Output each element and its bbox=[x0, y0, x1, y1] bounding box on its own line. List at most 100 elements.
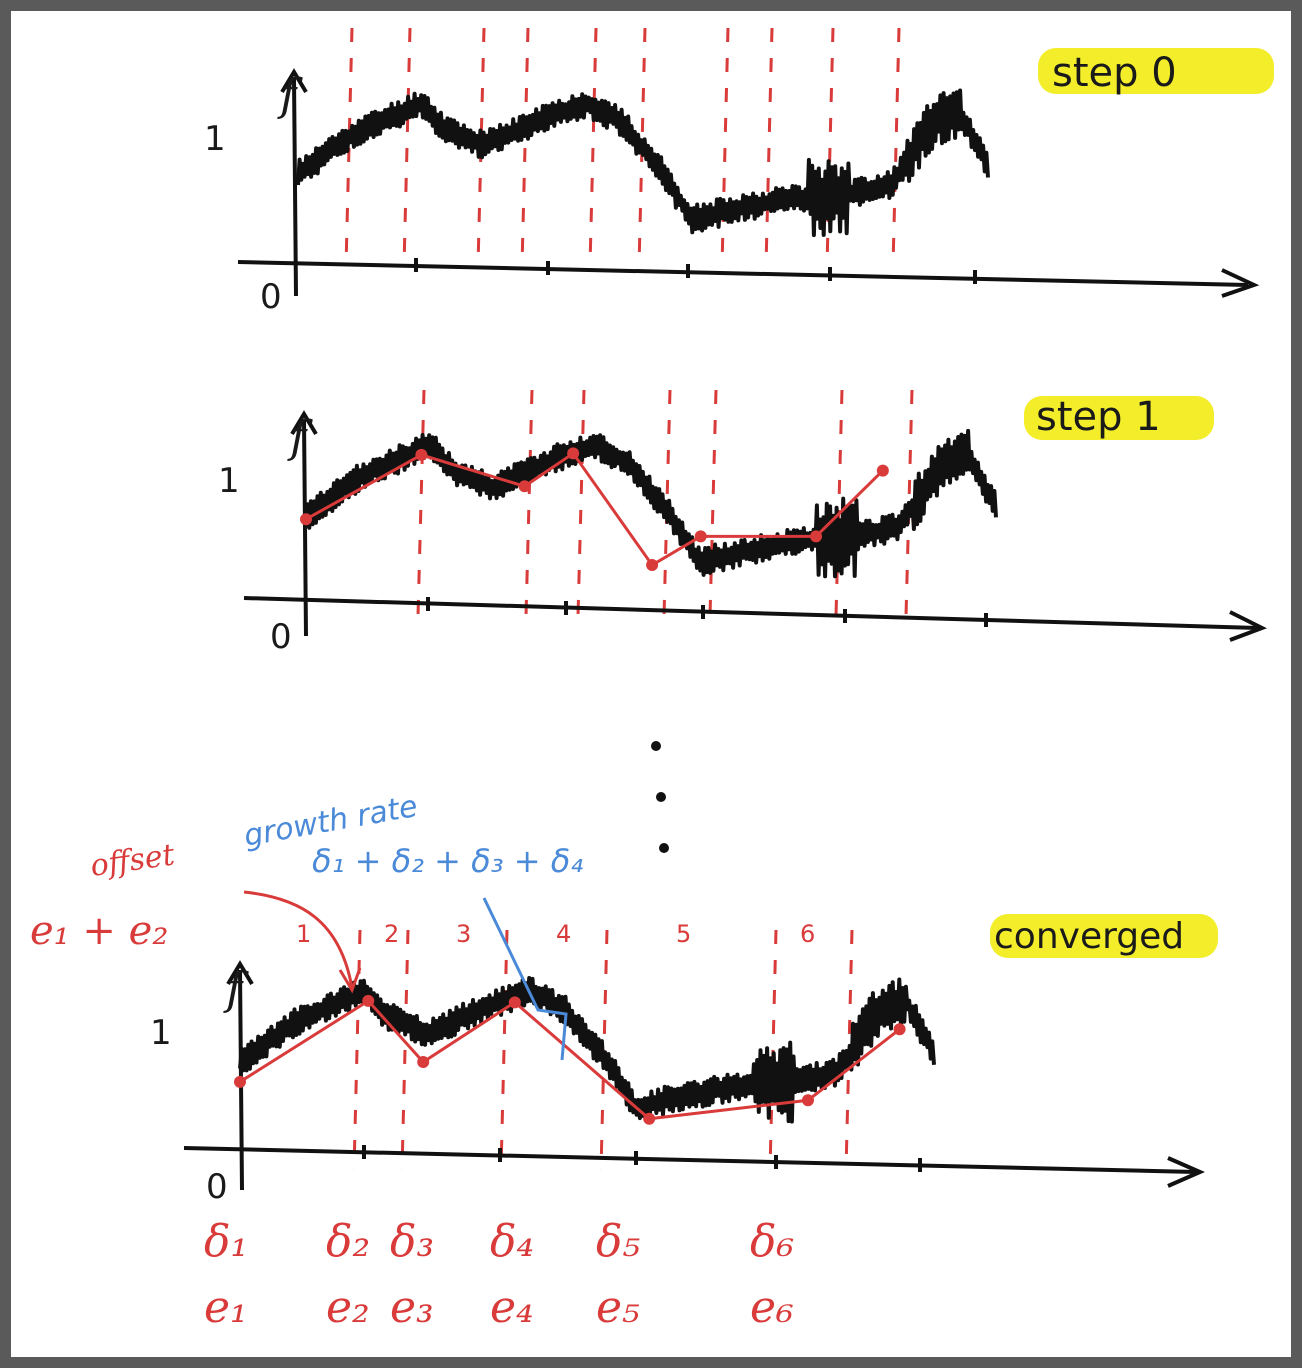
changepoint-line bbox=[891, 27, 901, 267]
step0-origin: 0 bbox=[260, 277, 282, 317]
step0-x-arrow-icon bbox=[1221, 268, 1260, 298]
changepoint-line bbox=[402, 27, 412, 267]
offset-arrow-head-icon bbox=[338, 967, 362, 994]
bottom-labels: δ₁ δ₂ δ₃ δ₄ δ₅ δ₆ e₁ e₂ e₃ e₄ e₅ e₆ bbox=[204, 1216, 794, 1333]
step1-x-ticks bbox=[426, 597, 988, 627]
step0-y-axis bbox=[292, 77, 298, 297]
delta-label: δ₂ bbox=[326, 1216, 370, 1267]
fit-knot bbox=[567, 447, 580, 460]
fit-knot bbox=[417, 1055, 430, 1068]
offset-sum: e₁ + e₂ bbox=[30, 908, 168, 954]
converged-origin: 0 bbox=[206, 1167, 228, 1207]
changepoint-line bbox=[524, 389, 534, 617]
segment-number: 4 bbox=[556, 920, 571, 948]
step0-changepoints bbox=[344, 27, 901, 267]
segment-number: 3 bbox=[456, 920, 471, 948]
offset-index-label: e₄ bbox=[490, 1282, 534, 1333]
offset-index-label: e₁ bbox=[204, 1282, 248, 1333]
converged-y-tick: 1 bbox=[150, 1013, 172, 1053]
step1-y-tick: 1 bbox=[218, 461, 240, 501]
step0-tag-highlight bbox=[1038, 48, 1274, 94]
delta-label: δ₆ bbox=[750, 1216, 794, 1267]
step0-x-axis bbox=[237, 260, 1249, 287]
step1-fit bbox=[300, 447, 889, 571]
changepoint-line bbox=[476, 27, 486, 267]
step0-x-ticks bbox=[414, 258, 977, 284]
delta-label: δ₅ bbox=[596, 1216, 640, 1267]
step0-tag: step 0 bbox=[1052, 50, 1177, 96]
growth-arrow bbox=[482, 897, 568, 1061]
fit-knot bbox=[234, 1075, 246, 1088]
fit-knot bbox=[893, 1023, 906, 1036]
step1-tag: step 1 bbox=[1036, 394, 1161, 440]
changepoint-line bbox=[520, 27, 530, 267]
changepoint-line bbox=[720, 27, 730, 267]
changepoint-line bbox=[352, 929, 362, 1171]
offset-index-label: e₃ bbox=[390, 1282, 434, 1333]
fit-knot bbox=[876, 464, 889, 477]
converged-x-ticks bbox=[362, 1145, 922, 1172]
growth-sum: δ₁ + δ₂ + δ₃ + δ₄ bbox=[312, 842, 583, 880]
converged-segment-numbers: 1 2 3 4 5 6 bbox=[296, 920, 815, 948]
offset-index-label: e₂ bbox=[326, 1282, 370, 1333]
fit-knot bbox=[300, 513, 312, 526]
changepoint-line bbox=[344, 27, 354, 267]
segment-number: 1 bbox=[296, 920, 311, 948]
changepoint-line bbox=[825, 27, 835, 267]
changepoint-line bbox=[588, 27, 598, 267]
changepoint-line bbox=[576, 389, 586, 617]
step1-y-axis bbox=[302, 419, 308, 637]
fit-knot bbox=[646, 558, 659, 571]
converged-x-arrow-icon bbox=[1167, 1156, 1205, 1188]
changepoint-line bbox=[499, 929, 509, 1171]
changepoint-line bbox=[708, 389, 718, 617]
offset-index-label: e₆ bbox=[750, 1282, 794, 1333]
fit-knot bbox=[801, 1094, 814, 1107]
offset-label: offset bbox=[88, 837, 178, 884]
fit-knot bbox=[362, 994, 375, 1007]
fit-line bbox=[305, 451, 884, 567]
step1-x-arrow-icon bbox=[1229, 610, 1267, 642]
fit-knot bbox=[694, 530, 707, 543]
panel-step1: step 1 f 1 0 bbox=[218, 389, 1267, 657]
panel-step0: step 0 f 1 0 bbox=[204, 27, 1274, 317]
ellipsis-dots bbox=[651, 741, 669, 853]
step1-changepoints bbox=[416, 389, 914, 617]
changepoint-line bbox=[764, 27, 774, 267]
offset-index-label: e₅ bbox=[596, 1282, 640, 1333]
step0-signal-curve bbox=[296, 88, 990, 238]
changepoint-line bbox=[400, 929, 410, 1171]
changepoint-line bbox=[768, 929, 778, 1171]
converged-tag: converged bbox=[994, 916, 1184, 957]
changepoint-line bbox=[416, 389, 426, 617]
fit-knot bbox=[810, 530, 823, 543]
segment-number: 2 bbox=[384, 920, 399, 948]
changepoint-line bbox=[834, 389, 844, 617]
delta-label: δ₃ bbox=[390, 1216, 434, 1267]
step1-origin: 0 bbox=[270, 617, 292, 657]
fit-knot bbox=[508, 996, 521, 1009]
changepoint-line bbox=[904, 389, 914, 617]
step1-signal-curve bbox=[304, 428, 998, 579]
offset-arrow bbox=[243, 890, 354, 989]
changepoint-line bbox=[662, 389, 672, 617]
converged-tag-highlight bbox=[990, 914, 1218, 958]
converged-y-arrow-icon bbox=[226, 960, 254, 986]
step1-y-arrow-icon bbox=[290, 410, 318, 436]
converged-signal-curve bbox=[238, 976, 936, 1124]
step0-y-tick: 1 bbox=[204, 119, 226, 159]
segment-number: 5 bbox=[676, 920, 691, 948]
fit-knot bbox=[415, 448, 428, 461]
fit-knot bbox=[643, 1112, 656, 1125]
segment-number: 6 bbox=[800, 920, 815, 948]
step0-y-arrow-icon bbox=[280, 68, 308, 94]
changepoint-line bbox=[637, 27, 647, 267]
delta-label: δ₁ bbox=[204, 1216, 248, 1267]
step1-x-axis bbox=[243, 596, 1259, 630]
converged-fit bbox=[234, 994, 906, 1125]
fit-knot bbox=[518, 480, 531, 493]
converged-x-axis bbox=[183, 1146, 1197, 1174]
